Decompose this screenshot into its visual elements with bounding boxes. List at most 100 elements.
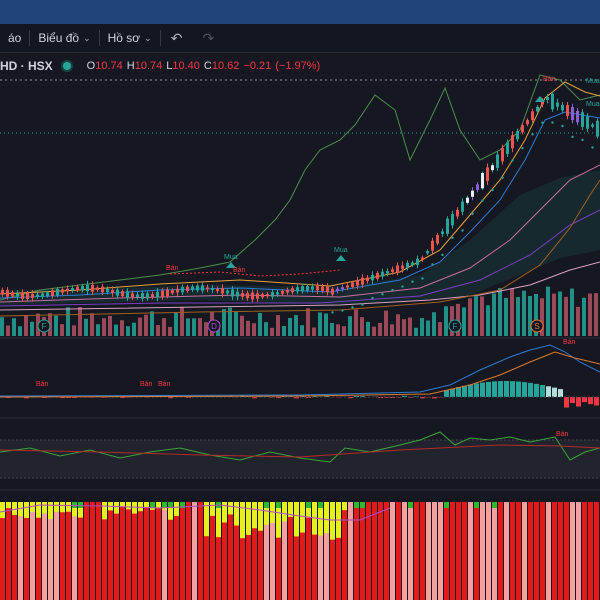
event-marker[interactable] xyxy=(207,319,221,333)
volume-bar xyxy=(384,310,388,336)
heatmap-cell xyxy=(294,502,299,537)
heatmap-column xyxy=(216,502,221,600)
heatmap-cell xyxy=(408,502,413,508)
candle-body xyxy=(126,291,129,299)
candle-body xyxy=(36,294,39,297)
candle-body xyxy=(191,286,194,291)
heatmap-column xyxy=(456,502,461,600)
candle-body xyxy=(446,218,449,234)
trailing-dot xyxy=(501,176,504,179)
heatmap-cell xyxy=(276,502,281,538)
lower-band-line xyxy=(0,261,600,311)
candle-body xyxy=(141,293,144,299)
candle-body xyxy=(571,107,574,121)
volume-bar xyxy=(504,297,508,336)
heatmap-cell xyxy=(114,502,119,514)
symbol-label[interactable]: HD · HSX xyxy=(0,59,53,73)
volume-bar xyxy=(126,326,130,336)
volume-bar xyxy=(12,318,16,336)
candle-body xyxy=(96,287,99,290)
candle-body xyxy=(76,286,79,291)
volume-bar xyxy=(270,327,274,336)
medium-moving-average xyxy=(0,164,600,303)
heatmap-column xyxy=(378,502,383,600)
trailing-stop-line xyxy=(0,179,600,317)
volume-bar xyxy=(84,318,88,336)
heatmap-column xyxy=(546,502,551,600)
heatmap-column xyxy=(330,502,335,600)
candle-body xyxy=(456,209,459,217)
candle-body xyxy=(151,294,154,297)
heatmap-column xyxy=(462,502,467,600)
candle-body xyxy=(231,289,234,297)
candle-body xyxy=(576,110,579,123)
macd-bar xyxy=(396,397,401,398)
upper-band-line xyxy=(0,81,600,295)
candle-body xyxy=(26,292,29,300)
macd-bar xyxy=(582,397,587,403)
heatmap-cell xyxy=(72,502,77,508)
heatmap-cell xyxy=(12,502,17,515)
heatmap-column xyxy=(246,502,251,600)
candle-body xyxy=(311,286,314,290)
profile-menu[interactable]: Hồ sơ ⌄ xyxy=(100,24,160,52)
heatmap-cell xyxy=(54,502,59,512)
sell-signal-label: Bán xyxy=(556,431,569,438)
volume-bar xyxy=(24,315,28,336)
candle-body xyxy=(526,120,529,125)
heatmap-column xyxy=(234,502,239,600)
macd-bar xyxy=(60,397,65,399)
candle-body xyxy=(371,274,374,281)
volume-bar xyxy=(186,318,190,336)
candle-body xyxy=(116,289,119,296)
candle-body xyxy=(596,120,599,137)
buy-signal-label: Mua xyxy=(586,78,600,85)
candle-body xyxy=(346,285,349,288)
heatmap-cell xyxy=(168,502,173,508)
heatmap-column xyxy=(144,502,149,600)
redo-icon[interactable]: ↷ xyxy=(202,29,215,46)
candle-body xyxy=(381,271,384,277)
alerts-menu[interactable]: áo xyxy=(0,24,29,52)
change-value: −0.21 xyxy=(243,60,272,72)
heatmap-column xyxy=(126,502,131,600)
volume-bars xyxy=(0,286,598,336)
heatmap-cell xyxy=(174,502,179,516)
volume-bar xyxy=(252,323,256,336)
macd-bar xyxy=(588,397,593,405)
macd-bar xyxy=(564,397,569,408)
candle-body xyxy=(46,292,49,297)
heatmap-cell xyxy=(138,502,143,512)
candle-body xyxy=(391,269,394,272)
trailing-dot xyxy=(381,293,384,296)
heatmap-column xyxy=(576,502,581,600)
undo-icon[interactable]: ↶ xyxy=(170,29,183,46)
heatmap-column xyxy=(186,502,191,600)
heatmap-cell xyxy=(492,502,497,508)
buy-signal-label: Mua xyxy=(586,101,600,108)
volume-bar xyxy=(330,322,334,336)
long-moving-average xyxy=(0,209,600,307)
event-markers[interactable]: F D F S xyxy=(37,319,544,333)
event-marker[interactable] xyxy=(530,319,544,333)
volume-bar xyxy=(282,326,286,336)
heatmap-column xyxy=(408,502,413,600)
chart-menu[interactable]: Biểu đồ ⌄ xyxy=(30,24,98,52)
event-marker[interactable] xyxy=(37,319,51,333)
heatmap-column xyxy=(102,502,107,600)
signal-markers: Mua Mua Mua Bán Bán Bán Mua xyxy=(166,76,600,274)
macd-bar xyxy=(558,389,563,397)
candle-body xyxy=(551,93,554,110)
candle-body xyxy=(461,201,464,212)
trailing-dot xyxy=(491,188,494,192)
candle-body xyxy=(111,290,114,293)
volume-bar xyxy=(372,326,376,336)
volume-bar xyxy=(486,305,490,336)
event-marker[interactable] xyxy=(448,319,462,333)
trailing-dot xyxy=(481,199,484,202)
candle-body xyxy=(506,142,509,155)
sell-signal-label: Bán xyxy=(233,267,246,274)
volume-bar xyxy=(198,318,202,336)
volume-bar xyxy=(576,306,580,336)
